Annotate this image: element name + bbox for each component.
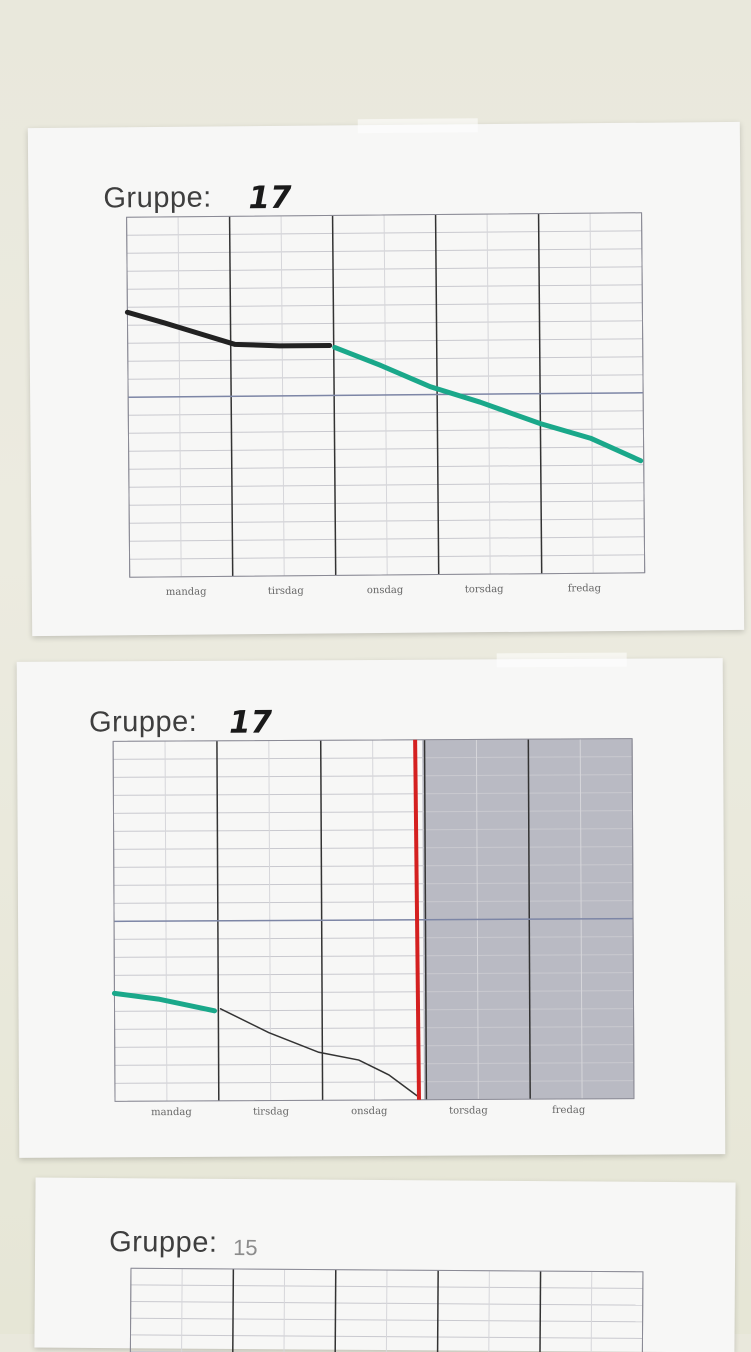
chart-sheet-3: Gruppe: 15 [34, 1178, 735, 1352]
day-label: mandag [151, 1107, 192, 1118]
grid-half-line [591, 1271, 592, 1352]
grid-half-line [489, 1271, 490, 1352]
day-divider-line [335, 1270, 336, 1352]
day-label: torsdag [449, 1105, 488, 1116]
chart-sheet-1: Gruppe: 17 mandag tirsdag onsdag torsdag… [28, 122, 744, 636]
grid-half-line [386, 1270, 387, 1352]
grid-half-line [284, 1269, 285, 1352]
day-label: onsdag [351, 1106, 387, 1117]
day-divider-line [540, 1271, 541, 1352]
day-label: tirsdag [268, 586, 304, 597]
chart-sheet-2: Gruppe: 17 mandag tirsdag onsdag torsdag… [17, 658, 726, 1158]
day-divider-line [233, 1269, 234, 1352]
forecast-line [335, 345, 641, 464]
day-divider-line [437, 1270, 438, 1352]
day-label: fredag [552, 1105, 585, 1116]
chart-3-grid [34, 1178, 735, 1352]
chart-1-grid [28, 122, 744, 636]
day-label: torsdag [465, 584, 504, 595]
day-label: mandag [166, 587, 207, 598]
chart-2-grid [17, 658, 726, 1158]
day-label: onsdag [367, 585, 403, 596]
grid-half-line [181, 1269, 182, 1352]
day-label: fredag [568, 583, 601, 594]
forecast-line [114, 993, 214, 1012]
day-label: tirsdag [253, 1106, 289, 1117]
actual-line [221, 1008, 417, 1097]
